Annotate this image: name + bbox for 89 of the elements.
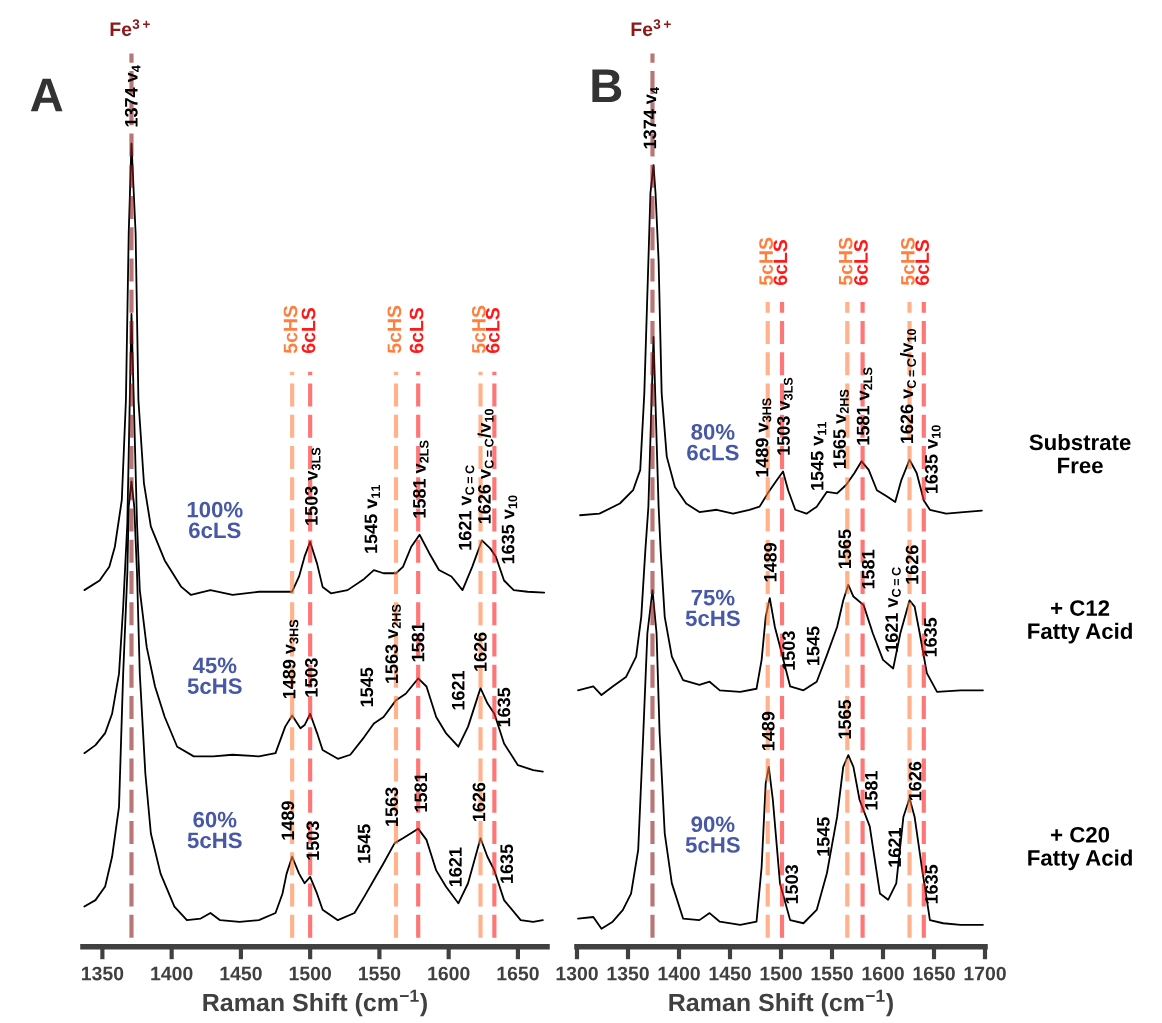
annotation: 1581 v$_{2LS}$: [856, 367, 873, 445]
annotation: 1565 v$_{2HS}$: [833, 389, 849, 468]
x-axis-title: Raman Shift (cm$^{−1}$): [669, 989, 893, 1017]
x-tick-label: 1450: [709, 966, 751, 981]
annotation: 1489: [281, 801, 295, 840]
annotation: 1626: [905, 545, 919, 584]
annotation: 1581: [864, 771, 878, 810]
ref-line-label: Fe$^{3+}$: [631, 19, 671, 37]
annotation: 1503: [304, 658, 318, 697]
annotation: 1374 v$_{4}$: [643, 87, 659, 149]
ref-line-label: 6cLS: [409, 308, 424, 354]
annotation: 1581 v$_{2LS}$: [412, 440, 429, 518]
text: + C12 Fatty Acid: [1028, 600, 1132, 644]
text: Substrate Free: [1029, 433, 1131, 474]
ref-line-label: 5cHS: [471, 305, 486, 354]
annotation: 1581: [414, 772, 428, 812]
annotation: 1503 v$_{3LS}$: [304, 447, 321, 525]
x-tick-label: 1600: [428, 966, 470, 981]
x-tick-label: 1600: [862, 966, 904, 981]
ref-line-label: 5cHS: [387, 305, 402, 354]
annotation: 1626: [472, 782, 486, 822]
annotation: 1626: [908, 761, 922, 801]
annotation: 1374 v$_{4}$: [124, 65, 141, 127]
ref-line-label: 5cHS: [900, 237, 915, 286]
annotation: 1489 v$_{3HS}$: [282, 619, 299, 699]
x-tick-label: 1400: [151, 966, 193, 981]
annotation: 1626 v$_{C=C}$/v$_{10}$: [899, 328, 917, 443]
chart-title: B: [592, 69, 622, 103]
annotation: 1503 v$_{3LS}$: [777, 377, 793, 455]
ref-line-label: 6cLS: [854, 240, 868, 285]
ref-line-label: 5cHS: [283, 305, 298, 354]
ref-line-label: 5cHS: [838, 237, 853, 286]
annotation: 1635: [497, 687, 511, 727]
annotation: 1621: [449, 847, 462, 887]
series-label: 60% 5cHS: [187, 811, 242, 849]
x-tick-label: 1650: [913, 966, 955, 981]
annotation: 1545: [360, 667, 374, 707]
annotation: 1621: [451, 670, 465, 710]
text: + C20 Fatty Acid: [1028, 826, 1132, 871]
annotation: 1545: [357, 824, 371, 863]
x-tick-label: 1550: [359, 966, 401, 981]
x-axis-title: Raman Shift (cm$^{−1}$): [203, 989, 427, 1017]
ref-line-label: Fe$^{3+}$: [110, 19, 150, 37]
annotation: 1503: [785, 864, 799, 904]
annotation: 1635: [924, 617, 937, 657]
annotation: 1626: [473, 632, 487, 671]
x-tick-label: 1300: [556, 966, 598, 981]
annotation: 1545: [817, 817, 830, 856]
annotation: 1489 v$_{3HS}$: [755, 398, 772, 477]
annotation: 1545 v$_{11}$: [810, 421, 827, 490]
x-tick-label: 1400: [658, 966, 700, 981]
series-label: 80% 6cLS: [687, 423, 739, 461]
annotation: 1621 v$_{C=C}$: [885, 567, 901, 652]
annotation: 1563: [385, 787, 399, 826]
ref-line-label: 6cLS: [485, 308, 500, 354]
ref-line-label: 6cLS: [915, 240, 930, 285]
ref-line-label: 6cLS: [301, 308, 316, 354]
annotation: 1635: [500, 844, 514, 883]
annotation: 1489: [763, 542, 777, 582]
x-tick-label: 1350: [607, 966, 649, 981]
annotation: 1545: [806, 626, 820, 665]
annotation: 1635 v$_{10}$: [501, 495, 518, 564]
x-tick-label: 1650: [497, 966, 539, 981]
annotation: 1581: [411, 622, 425, 662]
x-tick-label: 1350: [81, 966, 124, 981]
annotation: 1635: [925, 864, 938, 904]
annotation: 1565: [838, 699, 852, 739]
annotation: 1503: [306, 821, 320, 860]
x-tick-label: 1700: [964, 966, 1006, 981]
series-label: 100% 6cLS: [187, 501, 243, 539]
x-tick-label: 1450: [220, 966, 262, 981]
annotation: 1503: [782, 631, 796, 670]
annotation: 1626 v$_{C=C}$/v$_{10}$: [477, 409, 494, 524]
ref-line-label: 5cHS: [759, 237, 773, 286]
annotation: 1621 v$_{C=C}$: [458, 465, 475, 550]
annotation: 1545 v$_{11}$: [364, 484, 380, 553]
ref-line-label: 6cLS: [773, 240, 788, 285]
x-tick-label: 1550: [811, 966, 853, 981]
annotation: 1565: [838, 529, 852, 569]
annotation: 1489: [761, 711, 775, 751]
series-label: 75% 5cHS: [685, 589, 740, 627]
series-label: 45% 5cHS: [187, 657, 242, 694]
x-tick-label: 1500: [289, 966, 331, 981]
x-tick-label: 1500: [760, 966, 802, 981]
chart-title: A: [30, 78, 63, 112]
annotation: 1563 v$_{2HS}$: [385, 604, 401, 683]
annotation: 1635 v$_{10}$: [925, 425, 941, 493]
annotation: 1581: [861, 549, 875, 589]
series-label: 90% 5cHS: [685, 816, 740, 853]
